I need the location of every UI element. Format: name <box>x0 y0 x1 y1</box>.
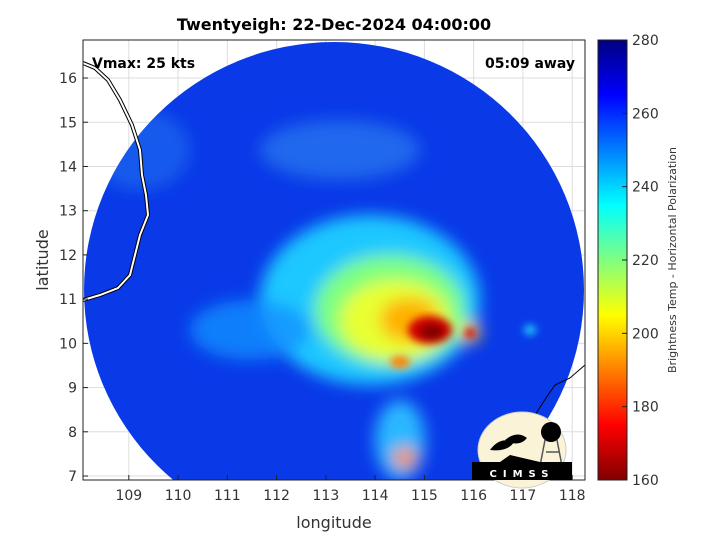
logo-text: CIMSS <box>490 469 555 480</box>
cimss-logo: CIMSS <box>472 411 572 489</box>
y-tick-label: 14 <box>59 159 77 175</box>
y-tick-label: 10 <box>59 336 77 352</box>
x-tick-label: 118 <box>559 488 586 504</box>
y-tick-label: 13 <box>59 204 77 220</box>
y-tick-label: 8 <box>68 425 77 441</box>
x-tick-label: 115 <box>411 488 438 504</box>
colorbar-tick-label: 260 <box>632 106 659 122</box>
x-axis-ticks: 109 110 111 112 113 114 115 116 117 118 <box>115 475 586 504</box>
y-tick-label: 11 <box>59 292 77 308</box>
x-tick-label: 113 <box>313 488 340 504</box>
x-tick-label: 116 <box>460 488 487 504</box>
colorbar-ticks: 160 180 200 220 240 260 280 <box>622 33 659 489</box>
x-axis-label: longitude <box>296 513 371 532</box>
x-tick-label: 110 <box>165 488 192 504</box>
axes-box <box>82 39 586 481</box>
chart-title: Twentyeigh: 22-Dec-2024 04:00:00 <box>177 15 491 34</box>
y-axis-label: latitude <box>33 229 52 290</box>
x-tick-label: 114 <box>362 488 389 504</box>
y-tick-label: 12 <box>59 248 77 264</box>
y-tick-label: 9 <box>68 381 77 397</box>
vmax-annotation: Vmax: 25 kts <box>92 56 195 72</box>
colorbar-tick-label: 280 <box>632 33 659 49</box>
colorbar-tick-label: 220 <box>632 253 659 269</box>
brightness-swath <box>84 42 584 480</box>
x-tick-label: 109 <box>115 488 142 504</box>
coastline <box>83 61 585 416</box>
colorbar-tick-label: 200 <box>632 326 659 342</box>
colorbar-tick-label: 160 <box>632 473 659 489</box>
x-tick-label: 117 <box>510 488 537 504</box>
plot-area <box>83 40 585 480</box>
x-tick-label: 111 <box>214 488 241 504</box>
time-away-annotation: 05:09 away <box>485 56 575 72</box>
colorbar-tick-label: 240 <box>632 180 659 196</box>
colorbar-label: Brightness Temp - Horizontal Polarizatio… <box>666 147 679 373</box>
x-tick-label: 112 <box>263 488 290 504</box>
colorbar-tick-label: 180 <box>632 400 659 416</box>
y-axis-ticks: 7 8 9 10 11 12 13 14 15 16 <box>59 71 88 485</box>
y-tick-label: 7 <box>68 469 77 485</box>
y-tick-label: 15 <box>59 115 77 131</box>
y-tick-label: 16 <box>59 71 77 87</box>
